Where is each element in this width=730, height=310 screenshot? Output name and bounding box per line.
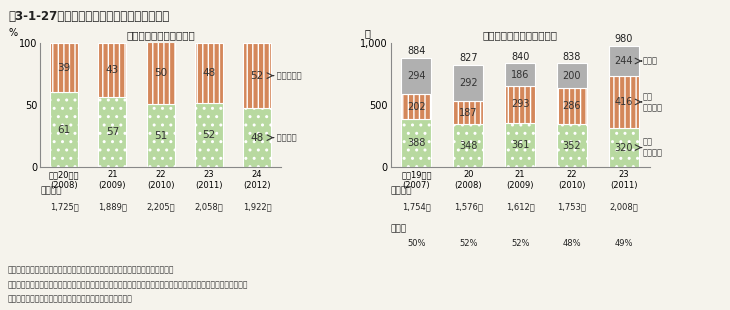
Text: 非農家出身: 非農家出身: [274, 71, 302, 80]
Text: 43: 43: [106, 65, 119, 75]
Text: 1,576人: 1,576人: [454, 202, 483, 211]
Text: 注：１）就農者数における「その他」は、継続研修と農業以外の仕事が主（就職者数のうち農業従事者）の合計。: 注：１）就農者数における「その他」は、継続研修と農業以外の仕事が主（就職者数のう…: [7, 281, 247, 290]
Text: 50: 50: [154, 68, 167, 78]
Text: 57: 57: [106, 127, 119, 137]
Text: その他: その他: [642, 56, 658, 65]
Text: 51: 51: [154, 131, 167, 141]
Text: 1,753人: 1,753人: [558, 202, 586, 211]
Text: 2,058人: 2,058人: [194, 202, 223, 211]
Text: 入学者数: 入学者数: [40, 187, 61, 196]
Bar: [505, 63, 535, 86]
Text: 48%: 48%: [563, 239, 581, 248]
Text: 884: 884: [407, 46, 426, 56]
Bar: [453, 101, 483, 124]
Text: 294: 294: [407, 71, 426, 81]
Bar: [195, 43, 223, 103]
Text: 農家出身: 農家出身: [274, 133, 297, 142]
Text: 827: 827: [459, 53, 477, 63]
Bar: [99, 97, 126, 167]
Text: 361: 361: [511, 140, 529, 150]
Text: 292: 292: [459, 78, 477, 88]
Text: %: %: [9, 29, 18, 38]
Text: 人: 人: [365, 29, 371, 38]
Bar: [557, 88, 587, 124]
Text: 352: 352: [563, 140, 581, 151]
Bar: [402, 119, 431, 167]
Text: 卒業生数: 卒業生数: [391, 187, 412, 196]
Text: 自営
就農者数: 自営 就農者数: [642, 138, 662, 157]
Bar: [147, 104, 174, 167]
Text: 348: 348: [459, 141, 477, 151]
Bar: [609, 128, 639, 167]
Text: 39: 39: [58, 63, 71, 73]
Bar: [505, 86, 535, 123]
Bar: [243, 108, 271, 167]
Text: 資料：全国農業大学校協議会「全国農業大学校の概要」を基に農林水産省で作成: 資料：全国農業大学校協議会「全国農業大学校の概要」を基に農林水産省で作成: [7, 265, 174, 274]
Text: 図3-1-27　道府県農業大学校の学生数の推移: 図3-1-27 道府県農業大学校の学生数の推移: [9, 10, 170, 23]
Text: 52%: 52%: [511, 239, 529, 248]
Text: 186: 186: [511, 70, 529, 80]
Text: 1,889人: 1,889人: [98, 202, 127, 211]
Text: 980: 980: [615, 34, 633, 44]
Text: ２）数値は四捨五入しており、合計とは一致しない。: ２）数値は四捨五入しており、合計とは一致しない。: [7, 294, 132, 303]
Text: 202: 202: [407, 102, 426, 112]
Text: 49%: 49%: [615, 239, 633, 248]
Text: 52: 52: [202, 130, 215, 140]
Text: 293: 293: [511, 100, 529, 109]
Bar: [453, 65, 483, 101]
Text: 52: 52: [250, 71, 264, 81]
Bar: [243, 43, 271, 108]
Bar: [505, 123, 535, 167]
Bar: [402, 94, 431, 119]
Text: 就農率: 就農率: [391, 224, 407, 233]
Text: 48: 48: [250, 133, 264, 143]
Text: 200: 200: [563, 71, 581, 81]
Title: （卒業生のうち就農者数）: （卒業生のうち就農者数）: [483, 30, 558, 40]
Text: 320: 320: [615, 143, 633, 153]
Bar: [609, 46, 639, 76]
Text: 52%: 52%: [459, 239, 477, 248]
Bar: [557, 64, 587, 88]
Text: 雇用
就農者数: 雇用 就農者数: [642, 92, 662, 112]
Title: （出身別入学者数割合）: （出身別入学者数割合）: [126, 30, 195, 40]
Text: 416: 416: [615, 97, 633, 107]
Bar: [147, 42, 174, 104]
Text: 187: 187: [459, 108, 477, 118]
Text: 1,725人: 1,725人: [50, 202, 79, 211]
Text: 388: 388: [407, 138, 426, 148]
Bar: [50, 43, 78, 92]
Text: 286: 286: [563, 101, 581, 111]
Text: 48: 48: [202, 68, 215, 78]
Bar: [99, 43, 126, 97]
Text: 61: 61: [58, 125, 71, 135]
Text: 2,008人: 2,008人: [610, 202, 638, 211]
Text: 2,205人: 2,205人: [146, 202, 175, 211]
Text: 1,922人: 1,922人: [242, 202, 272, 211]
Bar: [402, 58, 431, 94]
Text: 244: 244: [615, 56, 633, 66]
Bar: [609, 76, 639, 128]
Text: 50%: 50%: [407, 239, 426, 248]
Bar: [50, 92, 78, 167]
Text: 840: 840: [511, 52, 529, 62]
Text: 838: 838: [563, 52, 581, 62]
Bar: [453, 124, 483, 167]
Bar: [195, 103, 223, 167]
Text: 1,754人: 1,754人: [402, 202, 431, 211]
Bar: [557, 124, 587, 167]
Text: 1,612人: 1,612人: [506, 202, 534, 211]
